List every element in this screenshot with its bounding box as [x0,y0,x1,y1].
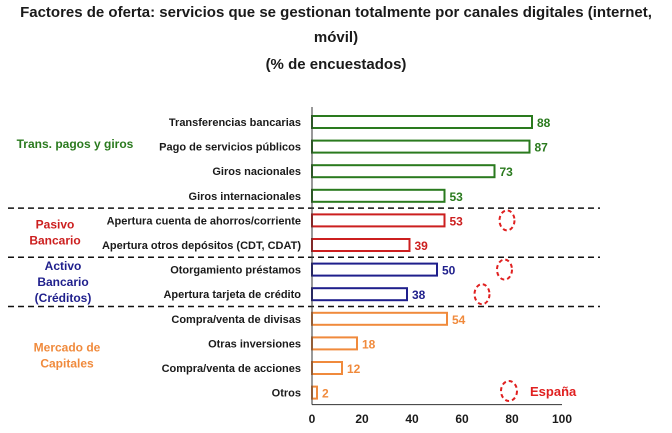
spain-marker [496,258,513,281]
bar [311,188,446,203]
bar [311,164,496,179]
x-tick-label: 100 [552,412,572,426]
bar [311,287,408,302]
group-label: Pasivo Bancario [29,218,80,248]
data-label: 73 [500,165,514,179]
bar [311,262,438,277]
data-label: 53 [450,214,464,228]
data-label: 87 [535,141,549,155]
bar [311,385,318,400]
x-tick-label: 0 [309,412,316,426]
category-label: Giros internacionales [189,191,301,203]
bar [311,336,358,351]
x-tick-label: 60 [455,412,469,426]
spain-marker [473,283,491,306]
data-label: 2 [322,387,329,401]
category-label: Apertura tarjeta de crédito [163,289,301,301]
data-label: 39 [415,239,429,253]
category-label: Otros [272,388,301,400]
legend-label: España [530,384,577,399]
data-label: 38 [412,288,426,302]
category-label: Apertura cuenta de ahorros/corriente [107,215,301,227]
data-label: 12 [347,362,361,376]
bar [311,139,531,154]
data-label: 50 [442,264,456,278]
data-label: 54 [452,313,466,327]
category-label: Compra/venta de divisas [171,314,301,326]
category-label: Giros nacionales [212,166,301,178]
category-label: Otras inversiones [208,338,301,350]
data-label: 53 [450,190,464,204]
bar [311,361,343,375]
legend-marker [500,380,518,402]
x-tick-label: 20 [355,412,369,426]
group-label: Activo Bancario (Créditos) [35,259,92,305]
bar [311,213,446,228]
x-tick-label: 80 [505,412,519,426]
bar [311,238,411,252]
group-label: Mercado de Capitales [34,341,101,371]
data-label: 18 [362,337,376,351]
x-tick-label: 40 [405,412,419,426]
chart-title-line-1: Factores de oferta: servicios que se ges… [20,4,652,21]
chart-title-line-2: móvil) [313,29,359,46]
bar [311,115,533,129]
category-label: Pago de servicios públicos [159,142,301,154]
data-label: 88 [537,116,551,130]
chart-subtitle: (% de encuestados) [265,56,407,73]
category-label: Transferencias bancarias [169,117,301,129]
group-label: Trans. pagos y giros [17,137,134,151]
category-label: Apertura otros depósitos (CDT, CDAT) [102,240,301,252]
bar [311,311,448,326]
category-label: Otorgamiento préstamos [170,265,301,277]
spain-marker [498,209,516,232]
category-label: Compra/venta de acciones [162,363,301,375]
